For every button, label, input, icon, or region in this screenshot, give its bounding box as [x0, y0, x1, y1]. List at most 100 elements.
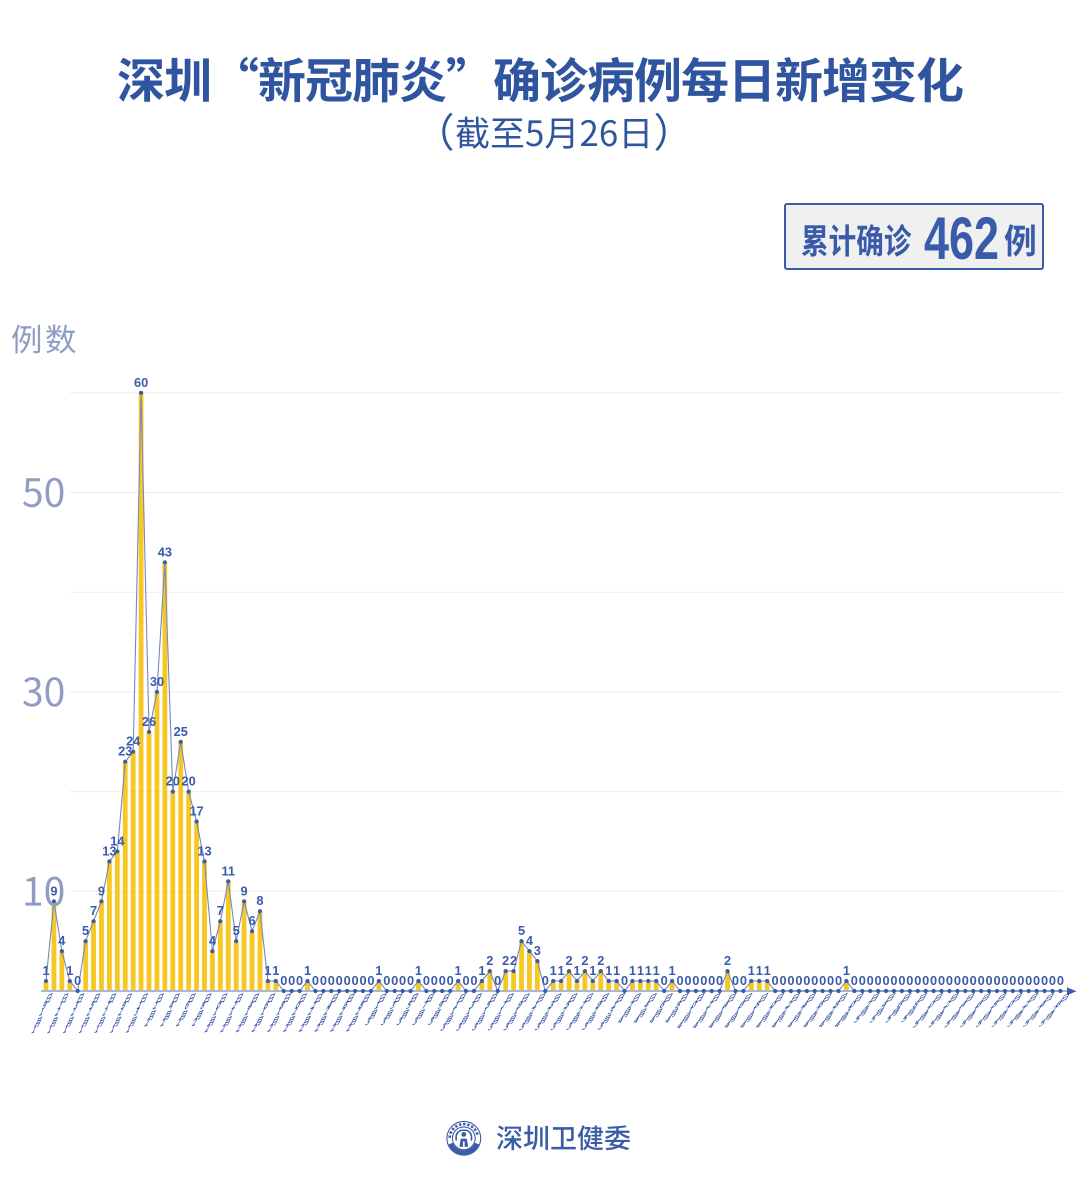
svg-text:0: 0 [811, 973, 818, 988]
svg-text:1: 1 [645, 963, 652, 978]
svg-text:0: 0 [859, 973, 866, 988]
svg-text:2: 2 [502, 953, 509, 968]
svg-text:0: 0 [962, 973, 969, 988]
svg-text:0: 0 [890, 973, 897, 988]
svg-text:2: 2 [486, 953, 493, 968]
svg-text:0: 0 [827, 973, 834, 988]
svg-text:0: 0 [740, 973, 747, 988]
svg-text:0: 0 [922, 973, 929, 988]
svg-text:0: 0 [661, 973, 668, 988]
svg-text:1: 1 [558, 963, 565, 978]
svg-text:9: 9 [98, 883, 105, 898]
svg-text:0: 0 [320, 973, 327, 988]
svg-text:4: 4 [209, 933, 217, 948]
svg-text:0: 0 [684, 973, 691, 988]
svg-text:0: 0 [352, 973, 359, 988]
svg-text:0: 0 [795, 973, 802, 988]
svg-text:1: 1 [756, 963, 763, 978]
svg-text:0: 0 [676, 973, 683, 988]
svg-text:0: 0 [708, 973, 715, 988]
svg-text:1: 1 [843, 963, 850, 978]
svg-text:0: 0 [431, 973, 438, 988]
svg-text:2: 2 [597, 953, 604, 968]
svg-text:0: 0 [732, 973, 739, 988]
svg-text:0: 0 [779, 973, 786, 988]
svg-text:7: 7 [90, 903, 97, 918]
svg-text:1: 1 [669, 963, 676, 978]
svg-text:8: 8 [256, 893, 263, 908]
svg-text:25: 25 [174, 724, 188, 739]
svg-text:2: 2 [724, 953, 731, 968]
svg-text:1: 1 [550, 963, 557, 978]
svg-text:462: 462 [924, 206, 999, 273]
svg-text:0: 0 [1049, 973, 1056, 988]
svg-text:3: 3 [534, 943, 541, 958]
svg-text:0: 0 [312, 973, 319, 988]
svg-text:0: 0 [1009, 973, 1016, 988]
svg-text:1: 1 [629, 963, 636, 978]
svg-text:0: 0 [542, 973, 549, 988]
svg-text:0: 0 [993, 973, 1000, 988]
svg-text:0: 0 [906, 973, 913, 988]
svg-text:30: 30 [150, 674, 164, 689]
svg-text:0: 0 [328, 973, 335, 988]
svg-text:0: 0 [772, 973, 779, 988]
svg-text:0: 0 [787, 973, 794, 988]
svg-text:0: 0 [336, 973, 343, 988]
svg-text:0: 0 [470, 973, 477, 988]
svg-text:17: 17 [189, 804, 203, 819]
svg-text:0: 0 [621, 973, 628, 988]
svg-text:0: 0 [1001, 973, 1008, 988]
svg-text:1: 1 [573, 963, 580, 978]
svg-text:0: 0 [970, 973, 977, 988]
svg-text:0: 0 [692, 973, 699, 988]
svg-text:24: 24 [126, 734, 141, 749]
svg-text:1: 1 [653, 963, 660, 978]
svg-text:7: 7 [217, 903, 224, 918]
svg-text:0: 0 [439, 973, 446, 988]
svg-text:13: 13 [102, 843, 116, 858]
svg-text:1: 1 [478, 963, 485, 978]
svg-text:6: 6 [248, 913, 255, 928]
svg-text:0: 0 [716, 973, 723, 988]
svg-text:1: 1 [272, 963, 279, 978]
svg-text:0: 0 [835, 973, 842, 988]
svg-text:1: 1 [264, 963, 271, 978]
svg-text:26: 26 [142, 714, 156, 729]
svg-text:0: 0 [447, 973, 454, 988]
svg-text:0: 0 [875, 973, 882, 988]
svg-text:11: 11 [222, 863, 236, 878]
svg-text:0: 0 [462, 973, 469, 988]
svg-text:0: 0 [383, 973, 390, 988]
svg-text:1: 1 [455, 963, 462, 978]
svg-text:0: 0 [367, 973, 374, 988]
svg-text:0: 0 [74, 973, 81, 988]
svg-text:1: 1 [764, 963, 771, 978]
svg-text:0: 0 [296, 973, 303, 988]
svg-text:1: 1 [637, 963, 644, 978]
svg-text:5: 5 [233, 923, 240, 938]
svg-text:0: 0 [938, 973, 945, 988]
svg-text:5: 5 [82, 923, 89, 938]
svg-text:0: 0 [978, 973, 985, 988]
svg-text:14: 14 [110, 833, 125, 848]
svg-text:0: 0 [954, 973, 961, 988]
svg-text:1: 1 [42, 963, 49, 978]
svg-text:1: 1 [415, 963, 422, 978]
svg-text:0: 0 [359, 973, 366, 988]
svg-text:0: 0 [399, 973, 406, 988]
svg-text:2: 2 [565, 953, 572, 968]
svg-text:0: 0 [803, 973, 810, 988]
svg-text:9: 9 [241, 883, 248, 898]
svg-text:43: 43 [158, 544, 172, 559]
svg-text:9: 9 [50, 883, 57, 898]
svg-text:60: 60 [134, 375, 148, 390]
svg-text:1: 1 [613, 963, 620, 978]
svg-text:0: 0 [882, 973, 889, 988]
svg-text:1: 1 [304, 963, 311, 978]
svg-text:20: 20 [166, 774, 180, 789]
svg-text:4: 4 [58, 933, 66, 948]
svg-text:0: 0 [898, 973, 905, 988]
svg-text:0: 0 [1057, 973, 1064, 988]
svg-text:1: 1 [748, 963, 755, 978]
